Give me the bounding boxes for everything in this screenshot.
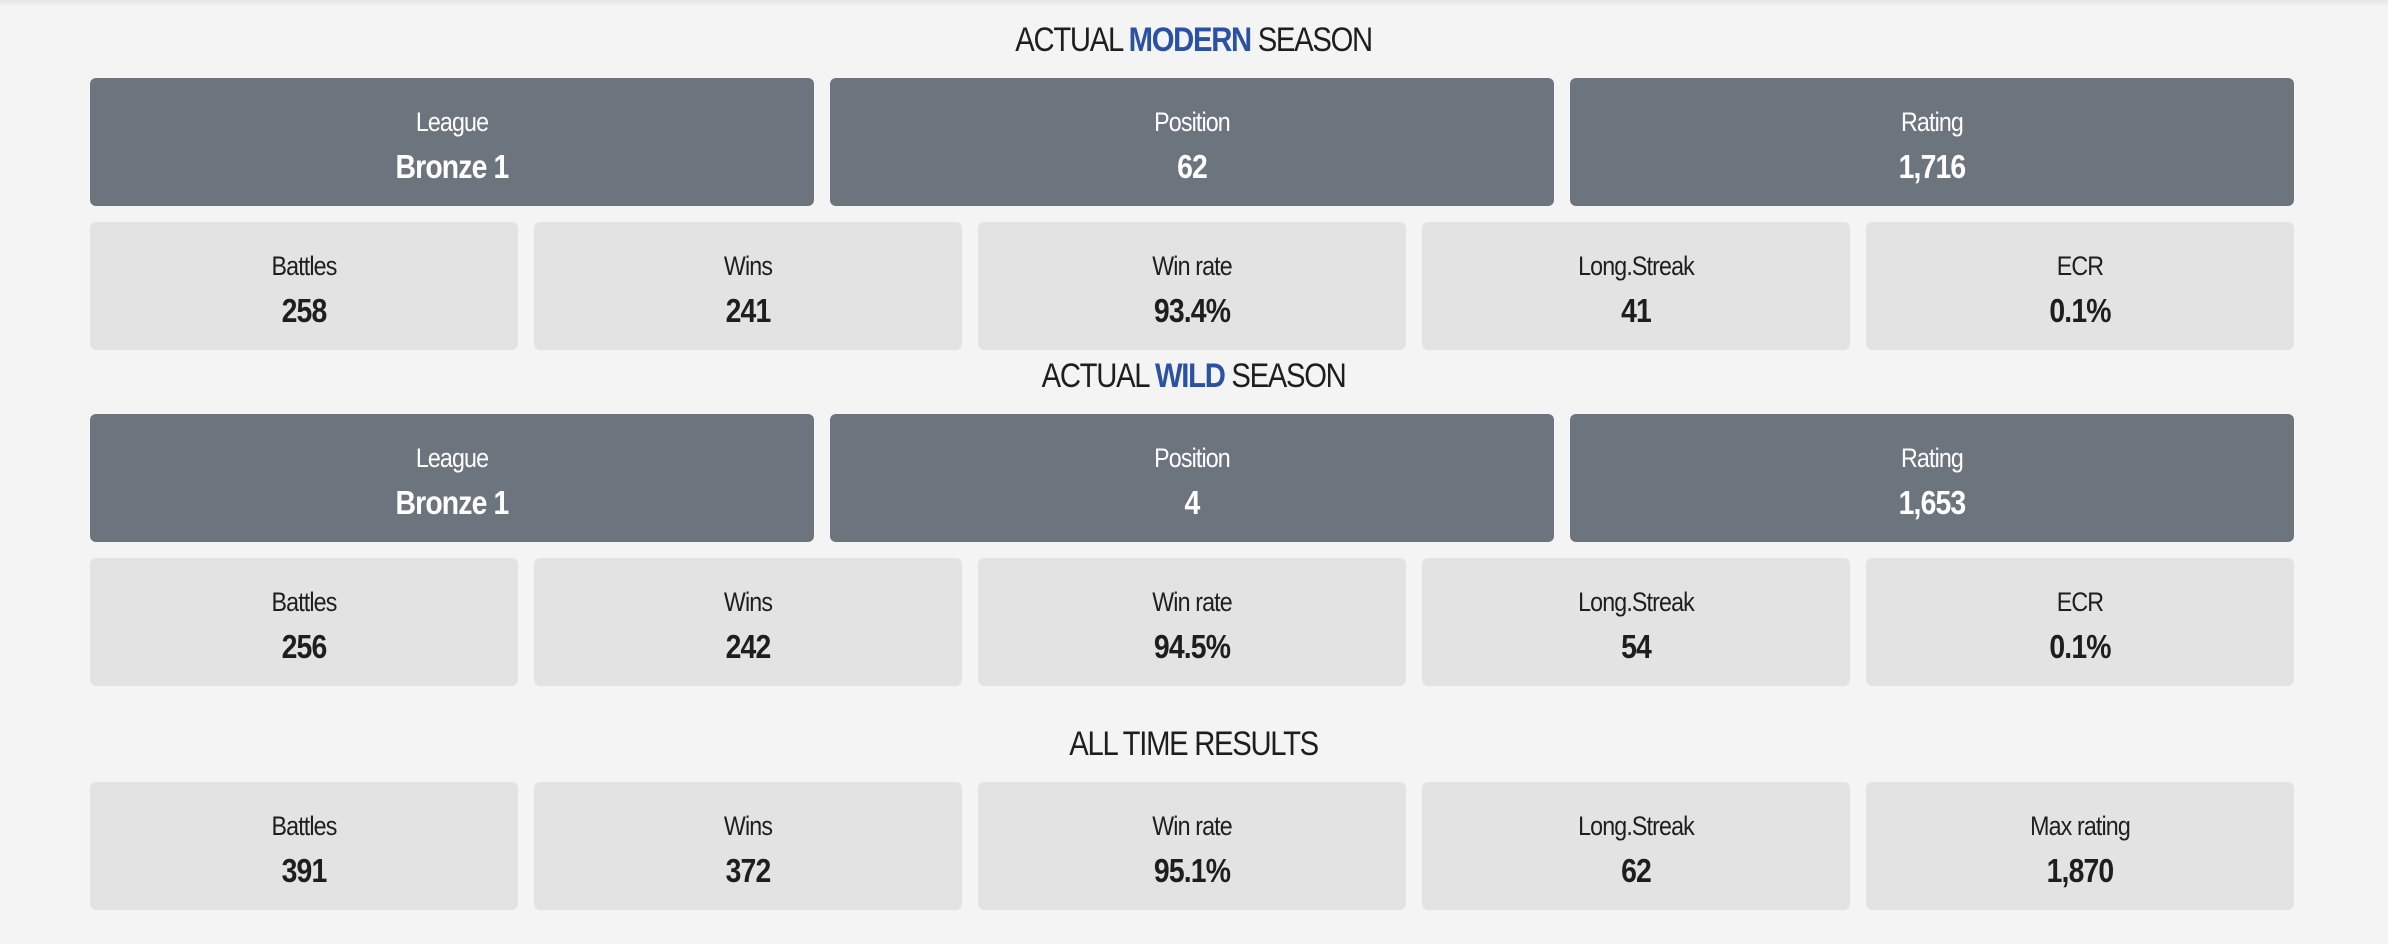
wild-title-accent: WILD [1155, 357, 1226, 395]
card-label: Battles [271, 587, 338, 617]
card-label: Position [1154, 443, 1231, 473]
wild-position-card: Position 4 [830, 414, 1554, 542]
card-label: League [415, 107, 489, 137]
modern-position-card: Position 62 [830, 78, 1554, 206]
card-label: Wins [723, 251, 773, 281]
all-time-title: ALL TIME RESULTS [167, 724, 2221, 764]
modern-long-streak-card: Long.Streak 41 [1422, 222, 1850, 350]
all-time-battles-card: Battles 391 [90, 782, 518, 910]
card-value: 242 [725, 628, 772, 665]
modern-summary-row: League Bronze 1 Position 62 Rating 1,716 [90, 78, 2294, 206]
top-shadow [0, 0, 2388, 6]
card-label: Wins [723, 587, 773, 617]
card-label: Max rating [2030, 811, 2131, 841]
modern-stats-row: Battles 258 Wins 241 Win rate 93.4% Long… [90, 222, 2294, 350]
wild-battles-card: Battles 256 [90, 558, 518, 686]
card-label: Position [1154, 107, 1231, 137]
card-value: 241 [725, 292, 772, 329]
card-label: Wins [723, 811, 773, 841]
card-value: 1,653 [1898, 484, 1967, 521]
card-value: 4 [1184, 484, 1201, 521]
card-label: Win rate [1152, 811, 1232, 841]
card-value: 62 [1621, 852, 1652, 889]
card-value: 258 [281, 292, 328, 329]
wild-title-suffix: SEASON [1224, 357, 1346, 395]
card-label: Long.Streak [1578, 811, 1695, 841]
modern-wins-card: Wins 241 [534, 222, 962, 350]
card-label: League [415, 443, 489, 473]
card-value: 0.1% [2049, 628, 2111, 665]
wild-win-rate-card: Win rate 94.5% [978, 558, 1406, 686]
card-value: 41 [1621, 292, 1652, 329]
wild-ecr-card: ECR 0.1% [1866, 558, 2294, 686]
all-time-wins-card: Wins 372 [534, 782, 962, 910]
card-value: Bronze 1 [395, 148, 510, 185]
wild-wins-card: Wins 242 [534, 558, 962, 686]
modern-win-rate-card: Win rate 93.4% [978, 222, 1406, 350]
wild-season-title: ACTUAL WILD SEASON [167, 356, 2221, 396]
modern-battles-card: Battles 258 [90, 222, 518, 350]
card-value: 62 [1177, 148, 1208, 185]
wild-long-streak-card: Long.Streak 54 [1422, 558, 1850, 686]
card-label: Rating [1901, 443, 1964, 473]
card-value: 94.5% [1153, 628, 1231, 665]
card-label: Long.Streak [1578, 251, 1695, 281]
card-value: 372 [725, 852, 772, 889]
card-value: 54 [1621, 628, 1652, 665]
wild-league-card: League Bronze 1 [90, 414, 814, 542]
card-label: Win rate [1152, 251, 1232, 281]
card-label: ECR [2056, 587, 2104, 617]
card-value: 256 [281, 628, 328, 665]
modern-title-prefix: ACTUAL [1015, 21, 1129, 59]
card-value: 95.1% [1153, 852, 1231, 889]
card-value: 0.1% [2049, 292, 2111, 329]
card-value: Bronze 1 [395, 484, 510, 521]
all-time-title-text: ALL TIME RESULTS [1069, 725, 1319, 763]
card-value: 1,716 [1898, 148, 1967, 185]
all-time-max-rating-card: Max rating 1,870 [1866, 782, 2294, 910]
card-value: 1,870 [2046, 852, 2115, 889]
card-label: Battles [271, 811, 338, 841]
wild-summary-row: League Bronze 1 Position 4 Rating 1,653 [90, 414, 2294, 542]
modern-title-suffix: SEASON [1250, 21, 1373, 59]
modern-rating-card: Rating 1,716 [1570, 78, 2294, 206]
card-label: Win rate [1152, 587, 1232, 617]
card-label: Long.Streak [1578, 587, 1695, 617]
card-label: Rating [1901, 107, 1964, 137]
card-value: 93.4% [1153, 292, 1231, 329]
all-time-win-rate-card: Win rate 95.1% [978, 782, 1406, 910]
wild-rating-card: Rating 1,653 [1570, 414, 2294, 542]
modern-season-title: ACTUAL MODERN SEASON [167, 20, 2221, 60]
all-time-stats-row: Battles 391 Wins 372 Win rate 95.1% Long… [90, 782, 2294, 910]
card-label: Battles [271, 251, 338, 281]
modern-title-accent: MODERN [1128, 21, 1253, 59]
card-label: ECR [2056, 251, 2104, 281]
modern-league-card: League Bronze 1 [90, 78, 814, 206]
modern-ecr-card: ECR 0.1% [1866, 222, 2294, 350]
wild-title-prefix: ACTUAL [1041, 357, 1156, 395]
all-time-long-streak-card: Long.Streak 62 [1422, 782, 1850, 910]
card-value: 391 [281, 852, 328, 889]
wild-stats-row: Battles 256 Wins 242 Win rate 94.5% Long… [90, 558, 2294, 686]
